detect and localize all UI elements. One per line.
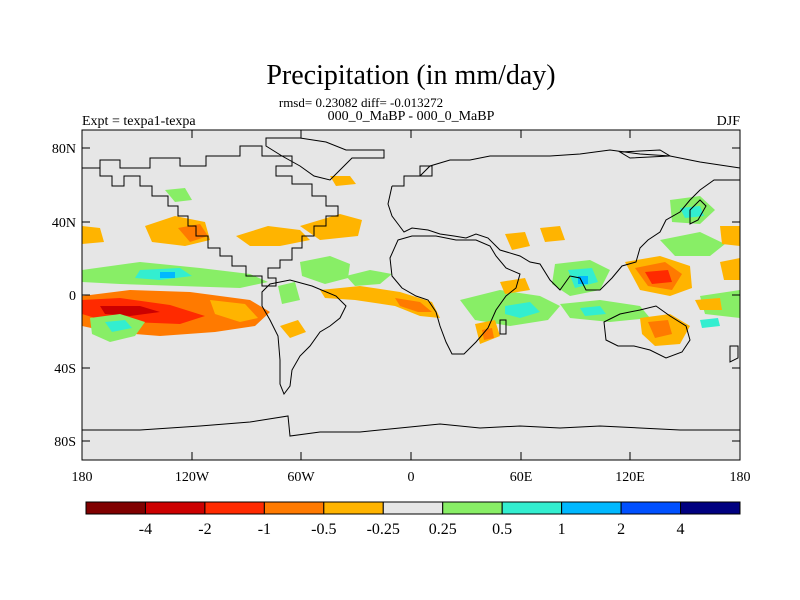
colorbar-bin bbox=[620, 501, 682, 515]
colorbar-bin bbox=[144, 501, 206, 515]
anomaly-patch bbox=[500, 278, 530, 294]
anomaly-patch bbox=[236, 226, 310, 246]
colorbar-bin bbox=[204, 501, 265, 515]
anomaly-patch bbox=[505, 302, 540, 318]
x-tick-label: 60W bbox=[287, 470, 315, 485]
anomaly-patch bbox=[648, 320, 672, 338]
colorbar-label: -2 bbox=[198, 521, 211, 538]
colorbar-label: 0.5 bbox=[492, 521, 512, 538]
anomaly-patch bbox=[660, 232, 725, 256]
season-label: DJF bbox=[717, 114, 741, 129]
colorbar-label: -0.5 bbox=[311, 521, 336, 538]
eurasia-coastline bbox=[387, 149, 741, 291]
australia-coastline bbox=[603, 305, 691, 359]
map-panel bbox=[81, 129, 741, 461]
arctic-islands-coastline bbox=[419, 149, 672, 177]
anomaly-patch bbox=[580, 306, 606, 316]
anomaly-patch bbox=[695, 298, 722, 310]
anomaly-patch bbox=[105, 320, 132, 332]
x-axis-labels: 180 120W 60W 0 60E 120E 180 bbox=[72, 470, 751, 485]
map-tick-marks bbox=[81, 130, 741, 460]
north-america-coastline bbox=[82, 145, 339, 287]
y-tick-label: 40N bbox=[52, 216, 76, 231]
antarctica-coastline bbox=[82, 415, 740, 437]
colorbar-bin bbox=[263, 501, 325, 515]
anomaly-patch bbox=[700, 318, 720, 328]
anomaly-patch bbox=[560, 300, 650, 322]
anomaly-patch bbox=[165, 188, 192, 202]
africa-coastline bbox=[389, 235, 521, 355]
anomaly-patch bbox=[178, 224, 208, 242]
anomaly-patch bbox=[330, 176, 356, 186]
anomaly-patch bbox=[82, 226, 104, 244]
map-title: Precipitation (in mm/day) bbox=[266, 60, 555, 91]
y-tick-label: 0 bbox=[69, 289, 76, 304]
x-tick-label: 120E bbox=[615, 470, 645, 485]
anomaly-patch bbox=[280, 320, 306, 338]
y-axis-labels: 80N 40N 0 40S 80S bbox=[52, 142, 76, 450]
colorbar-label: -4 bbox=[139, 521, 152, 538]
anomaly-patch bbox=[680, 206, 704, 218]
anomaly-patch bbox=[645, 270, 672, 284]
period-label: 000_0_MaBP - 000_0_MaBP bbox=[328, 109, 495, 124]
colorbar-label: -0.25 bbox=[367, 521, 400, 538]
anomaly-patch bbox=[300, 256, 350, 284]
experiment-label: Expt = texpa1-texpa bbox=[82, 114, 196, 129]
colorbar-bin bbox=[382, 501, 444, 515]
anomaly-patch bbox=[720, 258, 740, 280]
new-zealand-coastline bbox=[729, 345, 739, 363]
anomaly-patch bbox=[505, 232, 530, 250]
colorbar-label: 1 bbox=[558, 521, 566, 538]
anomaly-patch bbox=[210, 300, 258, 322]
stats-line: rmsd= 0.23082 diff= -0.013272 bbox=[279, 95, 443, 110]
colorbar-bin bbox=[680, 501, 741, 515]
y-tick-label: 40S bbox=[54, 362, 76, 377]
anomaly-patch bbox=[540, 226, 565, 242]
x-tick-label: 0 bbox=[408, 470, 415, 485]
south-america-coastline bbox=[261, 279, 347, 396]
anomaly-patch bbox=[346, 270, 392, 286]
anomaly-patch bbox=[278, 282, 300, 304]
colorbar-label: 0.25 bbox=[429, 521, 457, 538]
madagascar-coastline bbox=[499, 319, 507, 335]
colorbar-bin bbox=[442, 501, 503, 515]
y-tick-label: 80S bbox=[54, 435, 76, 450]
continent-coastlines bbox=[82, 137, 741, 437]
x-tick-label: 120W bbox=[175, 470, 210, 485]
colorbar-bin bbox=[323, 501, 384, 515]
x-tick-label: 60E bbox=[510, 470, 533, 485]
x-tick-label: 180 bbox=[730, 470, 751, 485]
anomaly-patch bbox=[482, 328, 494, 340]
colorbar-bin bbox=[561, 501, 622, 515]
colorbar-bin bbox=[501, 501, 563, 515]
colorbar-label: 4 bbox=[677, 521, 685, 538]
y-tick-label: 80N bbox=[52, 142, 76, 157]
anomaly-patch bbox=[320, 286, 440, 318]
anomaly-patch bbox=[720, 226, 740, 246]
japan-coastline bbox=[689, 199, 707, 225]
colorbar-label: 2 bbox=[617, 521, 625, 538]
colorbar: -4 -2 -1 -0.5 -0.25 0.25 0.5 1 2 4 bbox=[85, 501, 741, 538]
x-tick-label: 180 bbox=[72, 470, 93, 485]
anomaly-patch bbox=[160, 272, 175, 278]
anomaly-patch bbox=[578, 276, 588, 284]
colorbar-label: -1 bbox=[258, 521, 271, 538]
anomaly-patch bbox=[100, 306, 160, 316]
colorbar-bin bbox=[85, 501, 146, 515]
greenland-coastline bbox=[265, 137, 385, 181]
anomaly-patch bbox=[300, 214, 362, 240]
precipitation-anomaly-fields bbox=[82, 176, 740, 346]
anomaly-patch bbox=[395, 298, 432, 312]
